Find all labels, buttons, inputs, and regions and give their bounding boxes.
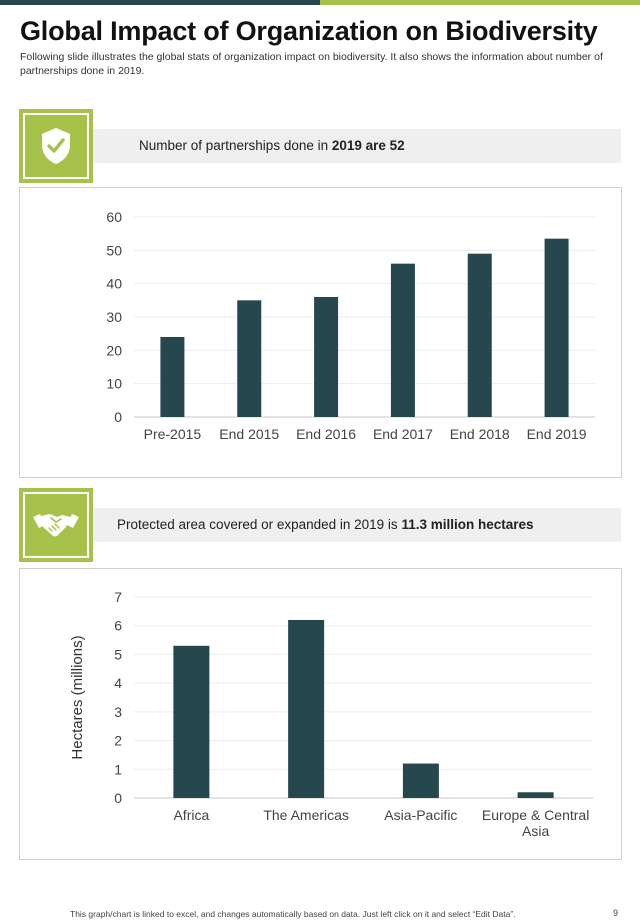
partnerships-icon-tile (19, 109, 93, 183)
partnerships-chart-panel: 0 10 20 30 40 50 60 Pre-2015 End 2015 End 2016 End… (19, 187, 622, 478)
chart2-x-tick-label: Europe & Central (482, 807, 589, 823)
chart2-y-tick-label: 4 (114, 675, 122, 691)
chart1-x-tick-label: End 2019 (527, 426, 587, 442)
chart1-bar (237, 300, 262, 417)
chart1-bar (390, 263, 415, 417)
chart2-bar (402, 763, 439, 798)
chart2-y-tick-label: 0 (114, 790, 122, 806)
chart1-y-tick-label: 60 (106, 209, 122, 225)
chart1-x-tick-label: End 2018 (450, 426, 510, 442)
partnerships-bar-chart: 0 10 20 30 40 50 60 Pre-2015 End 2015 End 2016 End… (106, 209, 595, 442)
shield-check-icon (42, 128, 70, 164)
chart2-x-tick-label: Africa (173, 807, 209, 823)
chart1-bar (467, 253, 492, 417)
page-number: 9 (612, 908, 618, 918)
footer-note: This graph/chart is linked to excel, and… (70, 909, 516, 919)
top-accent-bar-dark (0, 0, 320, 5)
chart2-x-tick-label: Asia-Pacific (384, 807, 457, 823)
protected-area-banner-text: Protected area covered or expanded in 20… (117, 517, 402, 532)
chart1-y-tick-label: 10 (106, 376, 122, 392)
chart1-bar (544, 238, 569, 417)
partnerships-banner: Number of partnerships done in 2019 are … (93, 129, 621, 163)
chart1-x-tick-label: End 2015 (219, 426, 279, 442)
protected-area-banner: Protected area covered or expanded in 20… (93, 508, 621, 542)
chart2-y-tick-label: 3 (114, 704, 122, 720)
page-subtitle: Following slide illustrates the global s… (20, 51, 603, 77)
chart1-x-tick-label: Pre-2015 (144, 426, 202, 442)
chart1-x-tick-label: End 2017 (373, 426, 433, 442)
chart1-y-tick-label: 50 (106, 242, 122, 258)
protected-area-bar-chart: 0 1 2 3 4 5 6 7 Africa The Americas Asia-Pacific Eu… (69, 589, 593, 839)
handshake-icon (33, 514, 79, 537)
chart2-y-axis-label: Hectares (millions) (69, 635, 86, 759)
page-title: Global Impact of Organization on Biodive… (20, 16, 598, 46)
chart1-y-tick-label: 0 (114, 409, 122, 425)
chart2-x-tick-label: Asia (522, 823, 549, 839)
chart2-bar (517, 792, 554, 798)
chart1-bar (160, 337, 185, 417)
chart2-y-tick-label: 5 (114, 646, 122, 662)
chart2-bar (173, 645, 210, 798)
chart1-bar (314, 297, 339, 417)
protected-area-banner-highlight: 11.3 million hectares (401, 517, 534, 532)
chart2-y-tick-label: 2 (114, 733, 122, 749)
chart2-bar (288, 619, 325, 798)
chart2-y-tick-label: 7 (114, 589, 122, 605)
chart2-y-tick-label: 6 (114, 618, 122, 634)
protected-area-icon-tile (19, 488, 93, 562)
partnerships-banner-text: Number of partnerships done in (139, 138, 332, 153)
chart1-y-tick-label: 30 (106, 309, 122, 325)
chart1-y-tick-label: 40 (106, 276, 122, 292)
chart1-y-tick-label: 20 (106, 342, 122, 358)
chart2-x-tick-label: The Americas (263, 807, 349, 823)
chart2-y-tick-label: 1 (114, 761, 122, 777)
top-accent-bar-green (320, 0, 640, 5)
protected-area-chart-panel: 0 1 2 3 4 5 6 7 Africa The Americas Asia-Pacific Eu… (19, 568, 622, 860)
chart1-x-tick-label: End 2016 (296, 426, 356, 442)
partnerships-banner-highlight: 2019 are 52 (331, 138, 405, 153)
